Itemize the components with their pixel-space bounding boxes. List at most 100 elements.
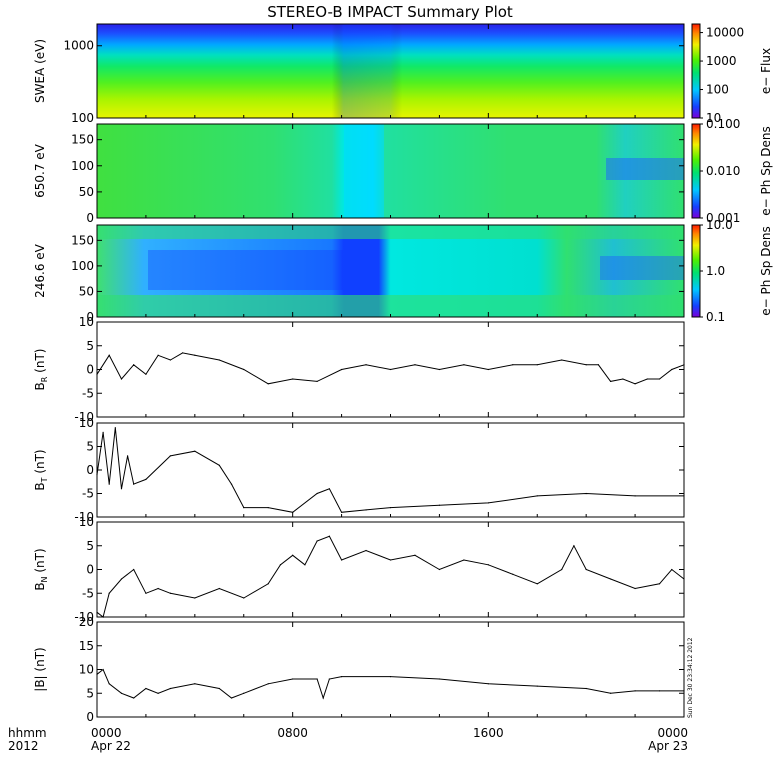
- y-tick-label: 5: [86, 686, 94, 700]
- data-point: [120, 578, 123, 580]
- colorbar-tick-label: 1000: [706, 54, 737, 68]
- y-tick-label: 100: [71, 111, 94, 125]
- panel-650: [96, 123, 685, 219]
- data-point: [585, 568, 587, 571]
- x-row-label-hhmm: hhmm: [8, 726, 47, 740]
- data-point: [438, 368, 441, 371]
- data-point: [133, 568, 135, 571]
- x-tick-label: 0000: [91, 726, 122, 740]
- data-point: [157, 692, 159, 694]
- data-point: [218, 359, 220, 361]
- data-point: [133, 483, 135, 485]
- pitch-246-edge-bottom: [97, 295, 684, 317]
- data-point: [328, 488, 330, 490]
- data-point: [622, 378, 624, 380]
- pitch-246-dip: [600, 256, 684, 280]
- data-point: [365, 509, 367, 511]
- data-point: [389, 368, 392, 371]
- y-axis-label-0: SWEA (eV): [33, 39, 47, 103]
- colorbars: [691, 23, 701, 318]
- y-tick-label: -10: [74, 510, 94, 524]
- data-point: [328, 535, 330, 537]
- data-point: [683, 364, 685, 366]
- data-point: [292, 554, 294, 556]
- swea-spectrogram-variation: [97, 24, 684, 118]
- data-point: [561, 359, 563, 361]
- data-point: [267, 583, 269, 585]
- data-point: [365, 549, 367, 552]
- y-axis-label-unit: (nT): [33, 449, 47, 477]
- data-point: [414, 364, 416, 366]
- y-tick-label: 10: [79, 416, 94, 430]
- data-point: [194, 597, 196, 599]
- data-point: [316, 492, 318, 495]
- data-point: [267, 507, 269, 509]
- y-tick-label: 0: [86, 363, 94, 377]
- figure-title: STEREO-B IMPACT Summary Plot: [267, 3, 513, 21]
- data-point: [573, 545, 575, 547]
- data-point: [114, 427, 116, 429]
- x-tick-label: 0000: [657, 726, 688, 740]
- data-point: [169, 359, 171, 361]
- data-point: [194, 683, 196, 685]
- data-point: [279, 564, 282, 566]
- data-point: [438, 504, 441, 506]
- data-point: [230, 483, 233, 485]
- y-tick-label: 50: [79, 284, 94, 298]
- colorbar-tick-label: 10000: [706, 26, 744, 40]
- data-point: [108, 592, 110, 594]
- data-point: [182, 352, 184, 354]
- data-point: [169, 687, 171, 690]
- data-point: [536, 364, 538, 366]
- y-axis-label-4: BT (nT): [33, 449, 49, 490]
- data-point: [133, 697, 135, 699]
- data-point: [671, 568, 673, 571]
- data-point: [243, 368, 245, 371]
- data-point: [683, 690, 685, 692]
- y-axis-label-unit: (nT): [33, 548, 47, 576]
- data-point: [463, 559, 465, 561]
- data-point: [316, 678, 318, 680]
- data-point: [610, 578, 612, 580]
- panel-frame-5: [96, 521, 685, 618]
- y-axis-label-unit: (nT): [33, 349, 47, 377]
- data-point: [438, 568, 441, 571]
- series-line-5: [96, 535, 685, 618]
- y-axis-label-6: |B| (nT): [33, 647, 47, 691]
- data-point: [634, 383, 636, 385]
- data-point: [96, 474, 98, 476]
- y-tick-label: 5: [86, 339, 94, 353]
- colorbar-650: [691, 123, 701, 219]
- y-axis-label-2: 246.6 eV: [33, 243, 47, 298]
- data-point: [585, 492, 587, 495]
- series-line-3: [96, 352, 685, 385]
- y-tick-label: 0: [86, 710, 94, 724]
- data-point: [658, 378, 661, 380]
- y-tick-label: -10: [74, 410, 94, 424]
- data-point: [340, 511, 343, 513]
- data-point: [658, 583, 661, 585]
- pitch-246-dark-band: [148, 250, 343, 290]
- series-line-4: [96, 427, 684, 513]
- colorbar-label-1: e− Ph Sp Dens: [759, 126, 773, 215]
- data-point: [634, 587, 636, 590]
- data-point: [389, 559, 392, 561]
- panel-246: [96, 224, 685, 318]
- data-point: [585, 364, 587, 366]
- data-point: [597, 364, 599, 366]
- colorbar-tick-label: 10.0: [706, 218, 733, 232]
- data-point: [145, 373, 147, 375]
- data-point: [157, 587, 159, 590]
- data-point: [658, 690, 661, 692]
- pitch-246-edge-top: [97, 225, 684, 239]
- y-tick-label: 5: [86, 539, 94, 553]
- data-point: [536, 583, 538, 585]
- data-point: [536, 685, 538, 687]
- data-point: [487, 683, 489, 685]
- data-point: [561, 568, 563, 571]
- colorbar-tick-label: 10: [706, 111, 721, 125]
- pitch-650-cold-region: [344, 124, 384, 218]
- data-point: [683, 578, 685, 580]
- data-point: [169, 455, 171, 457]
- data-point: [120, 378, 123, 380]
